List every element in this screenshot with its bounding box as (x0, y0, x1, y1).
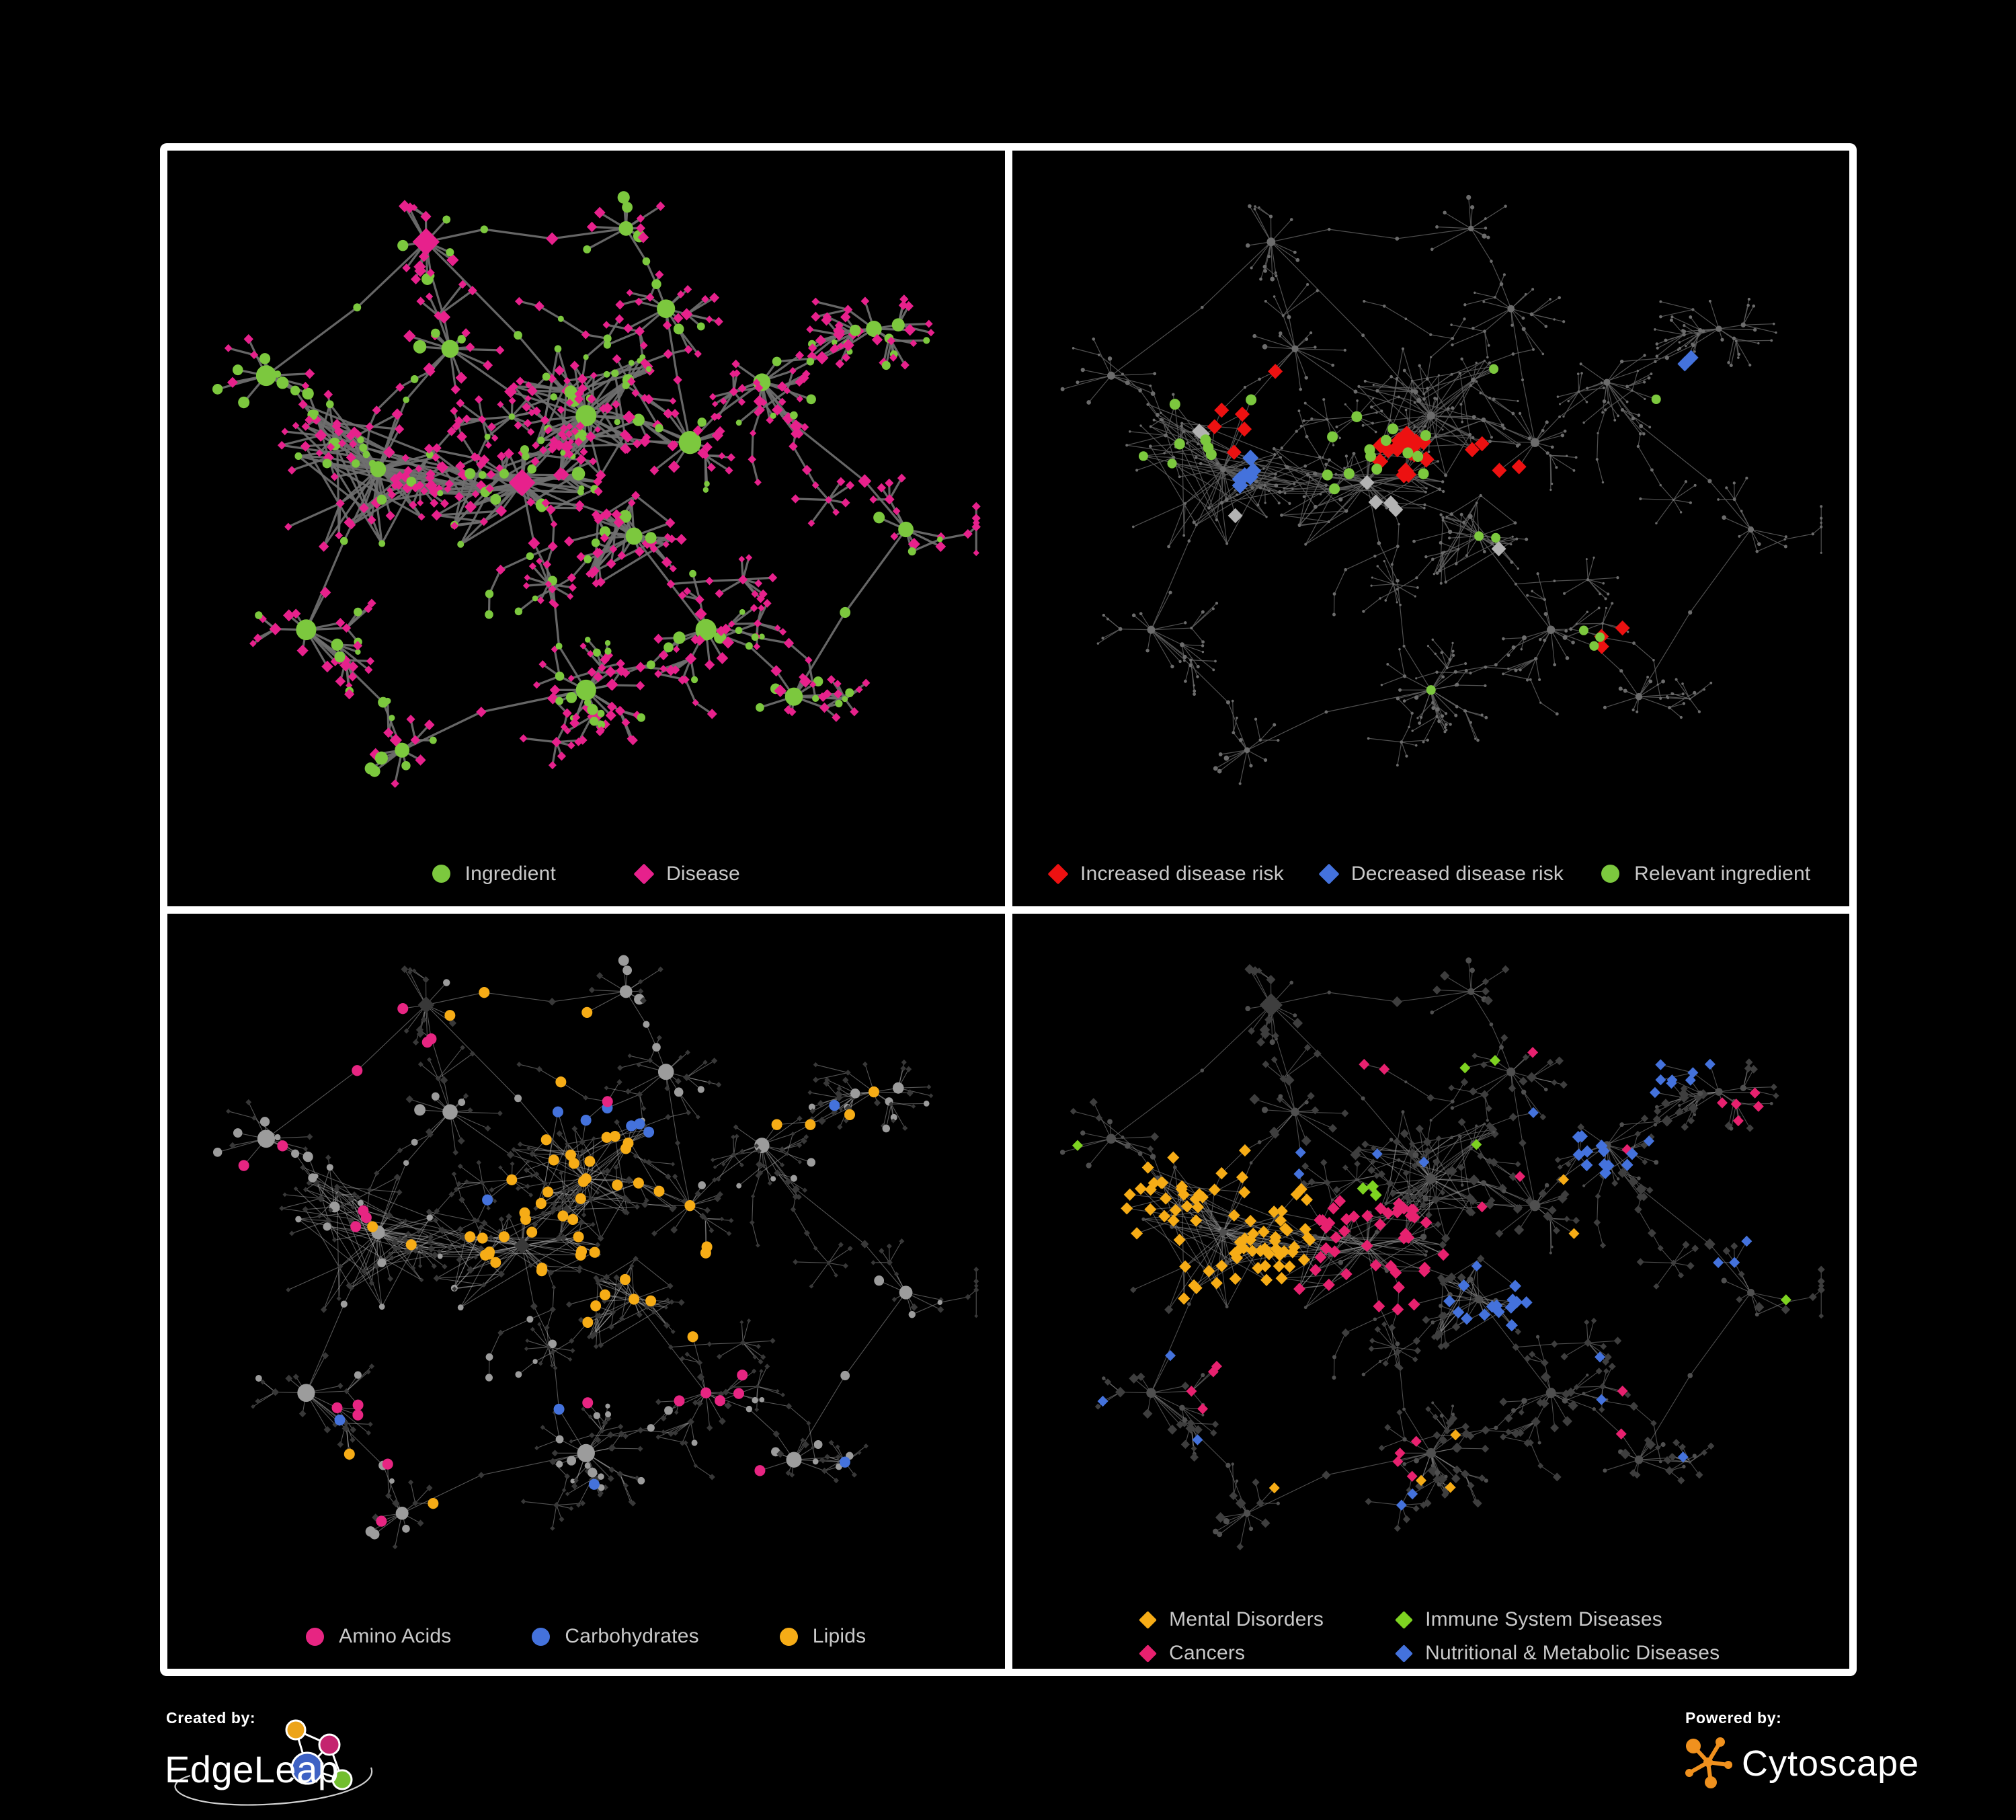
legend-label: Lipids (812, 1625, 866, 1647)
legend-disease-risk: Increased disease risk Decreased disease… (1012, 842, 1850, 906)
ingredient-marker-icon (432, 865, 450, 883)
cytoscape-logo: Powered by: Cytoscape (1685, 1709, 1919, 1788)
decreased-risk-marker-icon (1318, 863, 1340, 885)
legend-item-carbohydrates: Carbohydrates (532, 1625, 699, 1648)
legend-item-mental-disorders: Mental Disorders (1139, 1608, 1324, 1631)
legend-item-immune-diseases: Immune System Diseases (1395, 1608, 1662, 1631)
network-graph-disease-risk (1060, 194, 1822, 785)
edgeleap-node-amber (285, 1719, 307, 1741)
legend-label: Cancers (1169, 1642, 1246, 1664)
edgeleap-node-magenta (318, 1733, 341, 1756)
legend-label: Disease (666, 862, 740, 885)
edgeleap-logo: Created by: EdgeLeap (165, 1709, 373, 1806)
legend-item-nutritional-metabolic: Nutritional & Metabolic Diseases (1395, 1642, 1720, 1665)
mental-disorders-marker-icon (1139, 1610, 1158, 1629)
legend-label: Carbohydrates (565, 1625, 699, 1647)
legend-label: Amino Acids (339, 1625, 452, 1647)
panel-disease-classes: Mental Disorders Immune System Diseases … (1012, 913, 1850, 1669)
cytoscape-icon (1685, 1737, 1732, 1788)
nutritional-metabolic-marker-icon (1395, 1644, 1414, 1663)
increased-risk-marker-icon (1047, 863, 1069, 885)
network-graph-disease-classes (1059, 957, 1825, 1550)
legend-label: Decreased disease risk (1350, 862, 1564, 885)
panel-ingredient-disease: Ingredient Disease (167, 151, 1005, 906)
relevant-ingredient-marker-icon (1601, 865, 1620, 883)
edgeleap-node-blue (290, 1751, 324, 1785)
legend-item-increased-risk: Increased disease risk (1047, 862, 1284, 885)
legend-nutrient-classes: Amino Acids Carbohydrates Lipids (167, 1604, 1005, 1669)
legend-label: Ingredient (465, 862, 557, 885)
legend-label: Immune System Diseases (1425, 1608, 1662, 1630)
legend-item-disease: Disease (633, 862, 740, 885)
powered-by-label: Powered by: (1685, 1709, 1781, 1727)
panel-disease-risk: Increased disease risk Decreased disease… (1012, 151, 1850, 906)
edgeleap-swoosh (174, 1767, 373, 1806)
legend-label: Mental Disorders (1169, 1608, 1324, 1630)
legend-item-amino-acids: Amino Acids (306, 1625, 451, 1648)
network-graph-ingredient-disease (212, 191, 981, 788)
edgeleap-wordmark: EdgeLeap (165, 1748, 339, 1790)
legend-disease-classes: Mental Disorders Immune System Diseases … (1012, 1604, 1850, 1669)
legend-ingredient-disease: Ingredient Disease (167, 842, 1005, 906)
legend-label: Increased disease risk (1080, 862, 1284, 885)
cytoscape-wordmark: Cytoscape (1742, 1743, 1919, 1784)
legend-label: Nutritional & Metabolic Diseases (1425, 1642, 1720, 1664)
legend-label: Relevant ingredient (1634, 862, 1811, 885)
edgeleap-node-green (331, 1769, 353, 1790)
panel-nutrient-classes: Amino Acids Carbohydrates Lipids (167, 913, 1005, 1669)
legend-item-relevant-ingredient: Relevant ingredient (1601, 863, 1810, 885)
created-by-label: Created by: (166, 1709, 255, 1727)
legend-item-lipids: Lipids (779, 1625, 866, 1648)
legend-item-ingredient: Ingredient (432, 863, 556, 885)
legend-item-decreased-risk: Decreased disease risk (1318, 862, 1564, 885)
network-graph-nutrient-classes (212, 954, 979, 1549)
amino-acids-marker-icon (306, 1627, 325, 1646)
disease-marker-icon (633, 863, 655, 885)
immune-diseases-marker-icon (1395, 1610, 1414, 1629)
legend-item-cancers: Cancers (1139, 1642, 1246, 1665)
carbohydrates-marker-icon (532, 1627, 551, 1646)
edgeleap-network-icon (285, 1719, 353, 1790)
lipids-marker-icon (779, 1627, 798, 1646)
four-panel-figure: Ingredient Disease Increased disease ris… (160, 143, 1857, 1676)
cancers-marker-icon (1139, 1644, 1158, 1663)
